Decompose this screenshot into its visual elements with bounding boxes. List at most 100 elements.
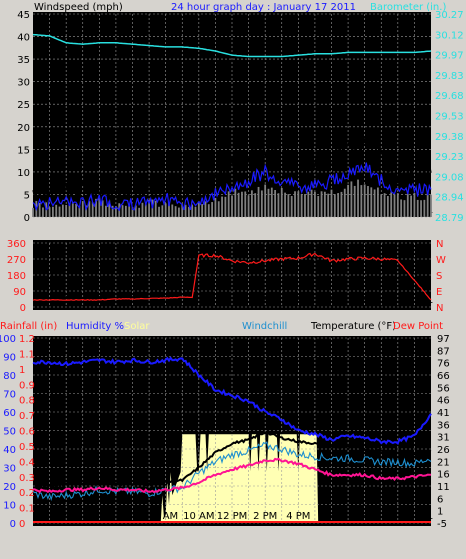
y-tick-label: 20 <box>17 123 30 134</box>
y2-tick-label: 29.08 <box>435 172 464 183</box>
y2-tick-label: -5 <box>437 519 447 530</box>
windchill-label: Windchill <box>242 321 287 332</box>
y2-tick-label: 28.79 <box>435 213 464 224</box>
x-tick-label: 4 PM <box>286 511 310 522</box>
y2-tick-label: 11 <box>437 482 450 493</box>
x-tick-label: 6 AM <box>120 295 145 306</box>
temp-grid <box>33 337 431 524</box>
temp-x-axis: 2 AM 4 AM 6 AM 8 AM 10 AM 12 PM 2 PM 4 PM 6 PM 8 … <box>54 511 434 522</box>
baro-y-axis: 28.79 28.94 29.08 29.23 29.38 29.53 29.68 29.83… <box>435 10 464 224</box>
y-tick-label: 25 <box>17 100 30 111</box>
direction-y-axis: 0 90 180 270 360 <box>7 239 26 314</box>
y2-tick-label: 66 <box>437 371 450 382</box>
x-tick-label: 2 PM <box>253 511 277 522</box>
x-tick-label: 6 PM <box>319 295 343 306</box>
y2-tick-label: 97 <box>437 334 450 345</box>
y-tick-label: 30 <box>17 78 30 89</box>
y-tick-label: 70 <box>3 390 16 401</box>
y-tick-label: 0 <box>24 213 30 224</box>
rain-tick-label: 0.3 <box>19 473 35 484</box>
x-tick-label: 4 AM <box>87 511 112 522</box>
y2-tick-label: 41 <box>437 408 450 419</box>
y2-tick-label: 28.94 <box>435 193 464 204</box>
y-tick-label: 20 <box>3 482 16 493</box>
y-tick-label: 360 <box>7 239 26 250</box>
y2-tick-label: 29.53 <box>435 112 464 123</box>
y2-tick-label: 30.12 <box>435 30 464 41</box>
temperature-line <box>32 431 432 488</box>
x-tick-label: 2 PM <box>253 295 277 306</box>
x-tick-label: 6 AM <box>120 511 145 522</box>
rain-tick-label: 0.6 <box>19 427 35 438</box>
x-tick-label: 10 PM <box>383 295 414 306</box>
barometer-line <box>32 33 432 58</box>
direction-x-axis: 2 AM 4 AM 6 AM 8 AM 10 AM 12 PM 2 PM 4 PM 6 PM 8 … <box>54 295 434 306</box>
y-tick-label: 10 <box>17 168 30 179</box>
rain-tick-label: 0.9 <box>19 380 35 391</box>
x-tick-label: 4 PM <box>286 295 310 306</box>
baro-axis-title: Barometer (in.) <box>370 2 446 13</box>
x-tick-label: 10 PM <box>383 511 414 522</box>
y-tick-label: 45 <box>17 10 30 21</box>
x-tick-label: 8 AM <box>153 511 178 522</box>
x-tick-label: 10 AM <box>183 511 214 522</box>
y2-tick-label: 29.23 <box>435 152 464 163</box>
direction-series <box>32 252 432 301</box>
y-tick-label: 10 <box>3 501 16 512</box>
dewpoint-label: Dew Point <box>393 321 443 332</box>
x-tick-label: 1 <box>427 295 433 306</box>
wind-direction-line <box>32 252 432 301</box>
y-tick-label: 90 <box>13 287 26 298</box>
y-tick-label: 50 <box>3 427 16 438</box>
x-tick-label: 1 <box>427 511 433 522</box>
y2-tick-label: 16 <box>437 470 450 481</box>
y2-tick-label: 29.97 <box>435 51 464 62</box>
y2-tick-label: 36 <box>437 420 450 431</box>
rain-tick-label: 0.5 <box>19 442 35 453</box>
y2-tick-label: 87 <box>437 346 450 357</box>
y2-tick-label: N <box>436 303 443 314</box>
temperature-label: Temperature (°F) <box>310 321 396 332</box>
humidity-line <box>32 356 432 445</box>
wind-y-axis: 0 5 10 15 20 25 30 35 40 45 <box>17 10 30 224</box>
rain-tick-label: 0.2 <box>19 488 35 499</box>
x-tick-label: 8 PM <box>353 511 377 522</box>
x-tick-label: 10 AM <box>183 295 214 306</box>
y2-tick-label: 21 <box>437 457 450 468</box>
y-tick-label: 35 <box>17 55 30 66</box>
y-tick-label: 40 <box>17 33 30 44</box>
y2-tick-label: 29.38 <box>435 132 464 143</box>
y2-tick-label: 31 <box>437 433 450 444</box>
y2-tick-label: S <box>436 271 442 282</box>
y-tick-label: 30 <box>3 464 16 475</box>
y2-tick-label: 26 <box>437 445 450 456</box>
chart-title: 24 hour graph day : January 17 2011 <box>171 2 356 13</box>
direction-grid <box>33 242 431 308</box>
x-tick-label: 8 PM <box>353 295 377 306</box>
y-tick-label: 40 <box>3 445 16 456</box>
solar-label: Solar <box>124 321 150 332</box>
humidity-label: Humidity % <box>66 321 124 332</box>
y-tick-label: 90 <box>3 353 16 364</box>
x-tick-label: 12 PM <box>217 295 248 306</box>
rain-tick-label: 0 <box>19 519 25 530</box>
y-tick-label: 100 <box>0 334 16 345</box>
y2-tick-label: 6 <box>437 494 443 505</box>
y-tick-label: 270 <box>7 255 26 266</box>
x-tick-label: 8 AM <box>153 295 178 306</box>
rain-tick-label: 0.8 <box>19 396 35 407</box>
wind-avg-line <box>32 162 432 212</box>
rain-y-axis: 0 0.1 0.2 0.3 0.4 0.5 0.6 0.7 0.8 0.9 1 1.1 1.2 <box>19 334 35 530</box>
y-tick-label: 5 <box>24 190 30 201</box>
y2-tick-label: 46 <box>437 396 450 407</box>
x-tick-label: 2 AM <box>54 511 79 522</box>
wind-series <box>32 33 432 217</box>
rain-tick-label: 0.1 <box>19 504 35 515</box>
rain-tick-label: 0.4 <box>19 457 35 468</box>
humidity-y-axis: 0 10 20 30 40 50 60 70 80 90 100 <box>0 334 16 530</box>
rain-tick-label: 1.2 <box>19 334 35 345</box>
rain-tick-label: 1.1 <box>19 349 35 360</box>
